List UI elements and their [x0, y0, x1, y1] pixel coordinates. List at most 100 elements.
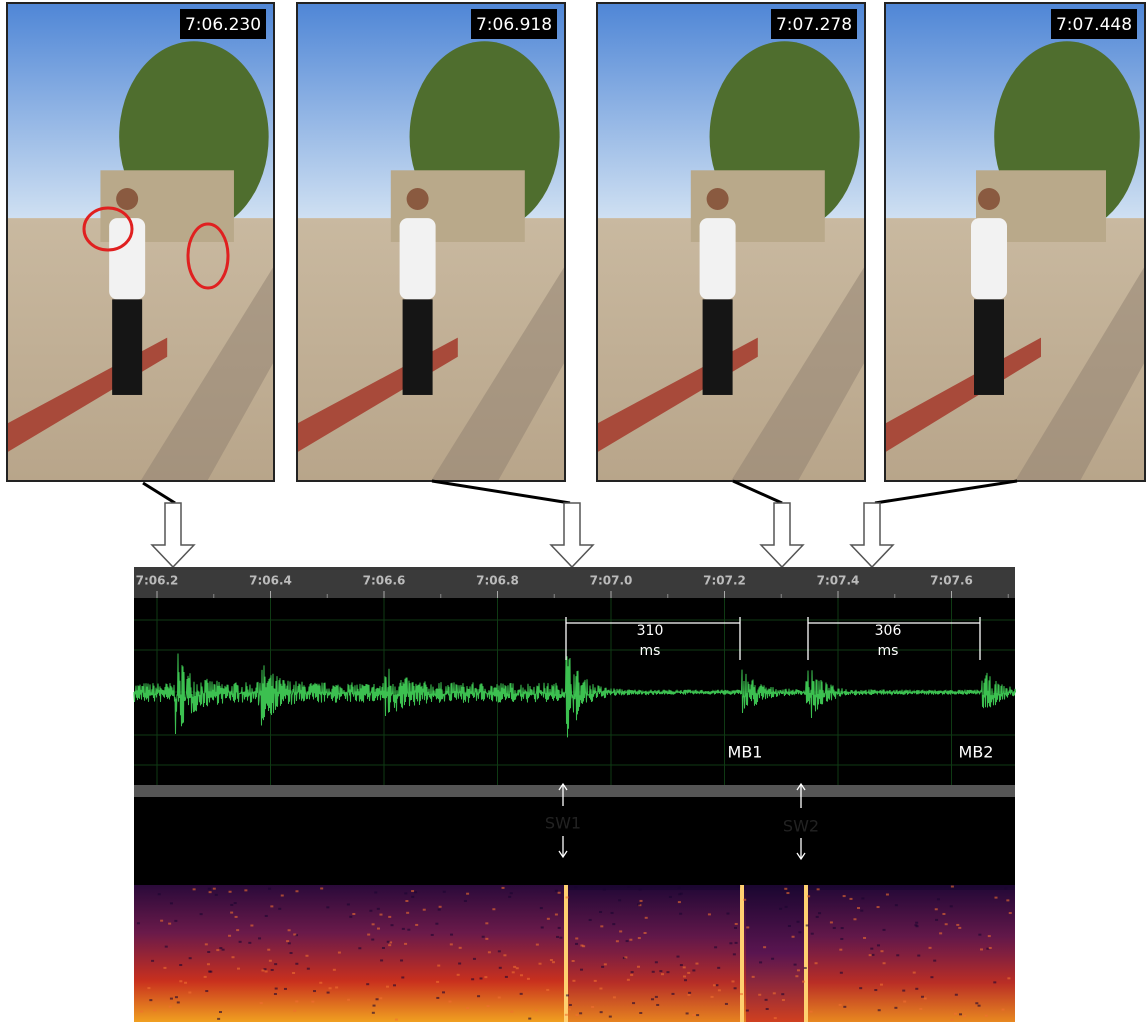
spec-noise — [175, 996, 178, 998]
spec-noise — [958, 927, 961, 929]
spec-noise — [839, 1004, 842, 1006]
spec-noise — [1004, 887, 1007, 889]
spec-noise — [498, 997, 501, 999]
spec-noise — [574, 886, 577, 888]
spec-noise — [594, 980, 597, 982]
spec-noise — [230, 912, 233, 914]
spec-noise — [219, 1011, 222, 1013]
spec-noise — [437, 965, 440, 967]
spec-noise — [311, 1001, 314, 1003]
spec-noise — [295, 890, 298, 892]
spec-noise — [295, 1000, 298, 1002]
ruler-label: 7:07.4 — [817, 574, 860, 588]
spec-noise — [733, 953, 736, 955]
spec-noise — [917, 955, 920, 957]
spec-noise — [217, 1018, 220, 1020]
spec-noise — [505, 976, 508, 978]
spec-noise — [1006, 899, 1009, 901]
spec-noise — [295, 963, 298, 965]
spec-noise — [565, 1014, 568, 1016]
spec-noise — [274, 963, 277, 965]
person-legs — [112, 299, 142, 395]
spec-noise — [924, 997, 927, 999]
spec-noise — [268, 888, 271, 890]
spec-noise — [488, 951, 491, 953]
spec-noise — [379, 914, 382, 916]
spec-noise — [265, 915, 268, 917]
spec-noise — [487, 1005, 490, 1007]
spec-noise — [492, 908, 495, 910]
spec-noise — [149, 999, 152, 1001]
spec-noise — [270, 905, 273, 907]
spec-noise — [807, 895, 810, 897]
spec-noise — [235, 916, 238, 918]
spec-band — [566, 890, 746, 1022]
spec-noise — [935, 919, 938, 921]
spec-noise — [839, 949, 842, 951]
figure: 7:06.2307:06.9187:07.2787:07.448 7:06.27… — [0, 0, 1147, 1022]
spec-noise — [209, 971, 212, 973]
timestamp: 7:06.230 — [185, 15, 261, 35]
spec-noise — [688, 992, 691, 994]
ruler-label: 7:06.8 — [476, 574, 519, 588]
spec-noise — [205, 943, 208, 945]
spec-noise — [692, 1014, 695, 1016]
spec-noise — [933, 960, 936, 962]
spec-noise — [579, 1012, 582, 1014]
spec-noise — [734, 927, 737, 929]
spec-noise — [599, 911, 602, 913]
spec-noise — [555, 890, 558, 892]
person-legs — [703, 299, 733, 395]
spec-noise — [678, 893, 681, 895]
spec-noise — [349, 916, 352, 918]
spec-noise — [466, 893, 469, 895]
spec-noise — [547, 918, 550, 920]
spec-noise — [942, 913, 945, 915]
spec-noise — [624, 956, 627, 958]
spec-noise — [582, 945, 585, 947]
spec-noise — [816, 916, 819, 918]
spec-noise — [372, 1012, 375, 1014]
spec-noise — [914, 924, 917, 926]
spec-noise — [568, 1008, 571, 1010]
spec-noise — [471, 978, 474, 980]
spectrogram — [134, 885, 1015, 1022]
spec-noise — [797, 969, 800, 971]
spec-noise — [863, 937, 866, 939]
spec-noise — [485, 922, 488, 924]
spec-noise — [993, 981, 996, 983]
spec-noise — [591, 1006, 594, 1008]
spec-noise — [859, 987, 862, 989]
spec-noise — [556, 936, 559, 938]
spec-noise — [878, 1009, 881, 1011]
spec-noise — [512, 971, 515, 973]
spec-noise — [158, 893, 161, 895]
timestamp: 7:07.278 — [776, 15, 852, 35]
spec-noise — [849, 898, 852, 900]
spec-noise — [436, 981, 439, 983]
spec-noise — [840, 972, 843, 974]
spec-noise — [450, 943, 453, 945]
spec-noise — [684, 979, 687, 981]
spec-noise — [686, 1012, 689, 1014]
spec-noise — [735, 942, 738, 944]
spec-noise — [915, 922, 918, 924]
spec-noise — [725, 1003, 728, 1005]
frame-arrows — [152, 503, 893, 567]
ruler-label: 7:06.4 — [249, 574, 292, 588]
spec-noise — [274, 993, 277, 995]
spec-noise — [558, 927, 561, 929]
spec-noise — [464, 900, 467, 902]
spec-noise — [305, 955, 308, 957]
spec-noise — [798, 931, 801, 933]
spec-noise — [637, 966, 640, 968]
spec-noise — [951, 1019, 954, 1021]
spec-noise — [520, 974, 523, 976]
spec-noise — [228, 935, 231, 937]
spec-noise — [508, 896, 511, 898]
person-head — [707, 188, 729, 210]
spec-noise — [802, 981, 805, 983]
spec-noise — [271, 969, 274, 971]
person-top — [700, 218, 736, 299]
